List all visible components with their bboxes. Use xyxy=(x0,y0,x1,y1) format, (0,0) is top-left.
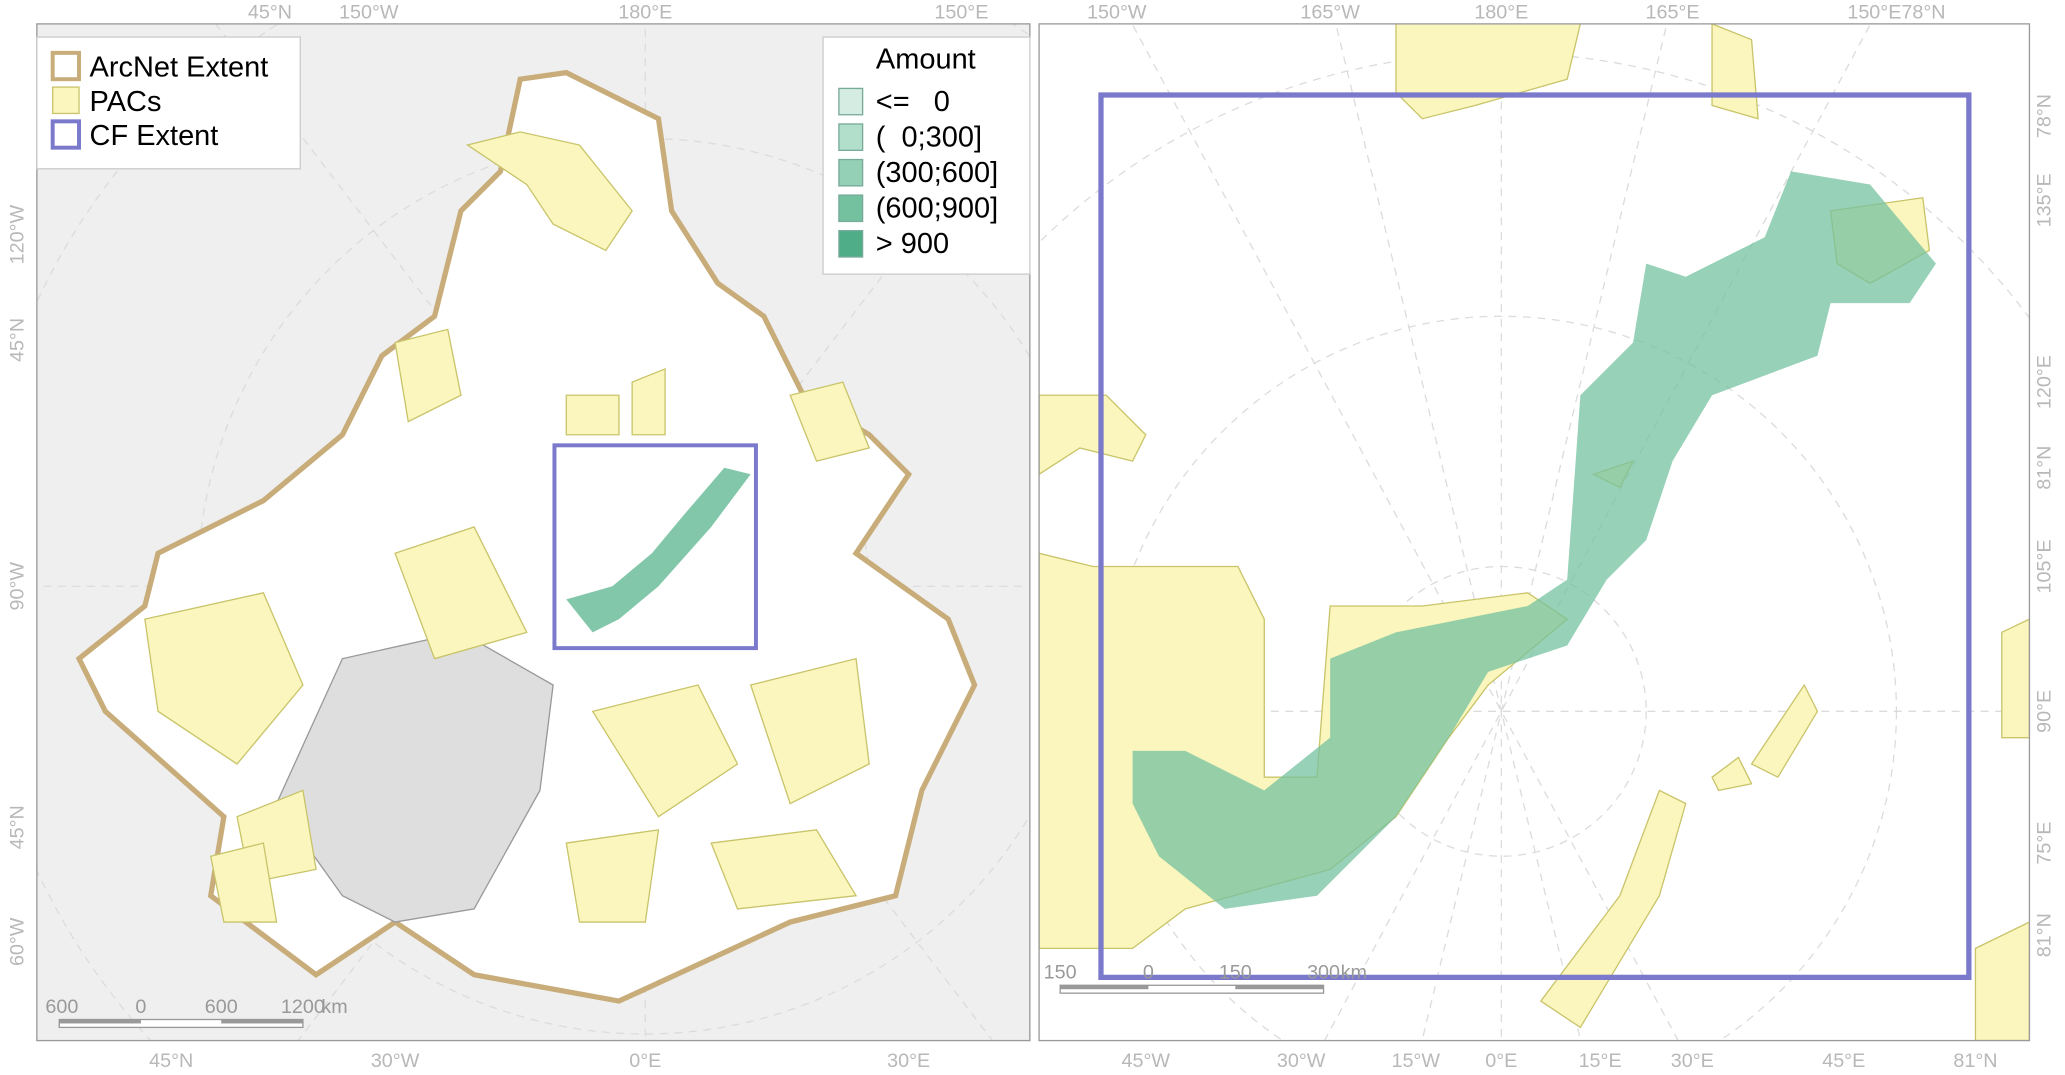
legend-label: ArcNet Extent xyxy=(90,52,269,84)
graticule-label: 150°E78°N xyxy=(1847,2,1945,24)
legend-label: > 900 xyxy=(876,228,949,260)
graticule-label: 45°N xyxy=(7,318,29,362)
legend-label: (300;600] xyxy=(876,157,998,189)
graticule-label: 150°E xyxy=(934,2,988,24)
scale-label: 0 xyxy=(1143,962,1154,984)
scale-label: 1200 xyxy=(281,996,325,1018)
graticule-label: 81°N xyxy=(2034,446,2056,490)
graticule-label: 30°W xyxy=(1277,1050,1326,1072)
legend-swatch xyxy=(838,158,864,187)
graticule-label: 180°E xyxy=(618,2,672,24)
graticule-label: 105°E xyxy=(2034,539,2056,593)
graticule-label: 135°E xyxy=(2034,173,2056,227)
legend-label: <= 0 xyxy=(876,86,950,118)
graticule-label: 120°W xyxy=(7,204,29,264)
legend-label: PACs xyxy=(90,86,162,118)
graticule-label: 15°W xyxy=(1391,1050,1440,1072)
scale-bar xyxy=(1059,984,1325,994)
amount-legend xyxy=(822,36,1031,275)
legend-swatch xyxy=(838,87,864,116)
amount-band xyxy=(1132,171,1936,909)
amount-band xyxy=(566,467,751,633)
graticule-label: 150°W xyxy=(339,2,399,24)
graticule-label: 30°E xyxy=(887,1050,930,1072)
scale-label: 600 xyxy=(45,996,78,1018)
legend-swatch xyxy=(838,194,864,223)
graticule-label: 150°W xyxy=(1087,2,1147,24)
legend-label: CF Extent xyxy=(90,120,219,152)
right-map xyxy=(1039,23,2030,1041)
graticule-label: 45°N xyxy=(248,2,292,24)
graticule-label: 45°W xyxy=(1122,1050,1171,1072)
scale-label: 600 xyxy=(205,996,238,1018)
graticule-label: 165°E xyxy=(1646,2,1700,24)
graticule-label: 15°E xyxy=(1579,1050,1622,1072)
right-frame xyxy=(1038,23,2031,1042)
scale-bar xyxy=(58,1018,304,1029)
graticule-label: 0°E xyxy=(629,1050,661,1072)
cf-extent-box xyxy=(1098,92,1972,980)
graticule-label: 90°W xyxy=(7,562,29,611)
legend-label: (600;900] xyxy=(876,192,998,224)
graticule-label: 45°E xyxy=(1822,1050,1865,1072)
graticule-label: 90°E xyxy=(2034,690,2056,733)
legend-swatch xyxy=(838,229,864,258)
left-frame xyxy=(36,23,1031,1042)
graticule-label: 180°E xyxy=(1474,2,1528,24)
scale-label: km xyxy=(321,996,347,1018)
legend-swatch xyxy=(838,123,864,151)
cf-extent-box xyxy=(552,443,758,651)
graticule-label: 30°E xyxy=(1671,1050,1714,1072)
graticule-label: 60°W xyxy=(7,917,29,966)
graticule-label: 30°W xyxy=(371,1050,420,1072)
left-legend xyxy=(36,36,301,170)
graticule-label: 78°N xyxy=(2034,94,2056,138)
legend-title: Amount xyxy=(876,44,976,76)
scale-label: 300 xyxy=(1307,962,1340,984)
graticule-label: 81°N xyxy=(2034,913,2056,957)
graticule-label: 45°N xyxy=(7,805,29,849)
scale-label: 0 xyxy=(135,996,146,1018)
scale-label: km xyxy=(1341,962,1367,984)
greenland xyxy=(275,631,554,923)
graticule-label: 75°E xyxy=(2034,822,2056,865)
graticule-label: 81°N xyxy=(1953,1050,1997,1072)
graticule-label: 45°N xyxy=(149,1050,193,1072)
graticule-label: 165°W xyxy=(1300,2,1360,24)
graticule-label: 120°E xyxy=(2034,355,2056,409)
scale-label: 150 xyxy=(1044,962,1077,984)
legend-label: ( 0;300] xyxy=(876,121,982,153)
graticule-label: 0°E xyxy=(1485,1050,1517,1072)
scale-label: 150 xyxy=(1219,962,1252,984)
pacs xyxy=(144,131,871,923)
